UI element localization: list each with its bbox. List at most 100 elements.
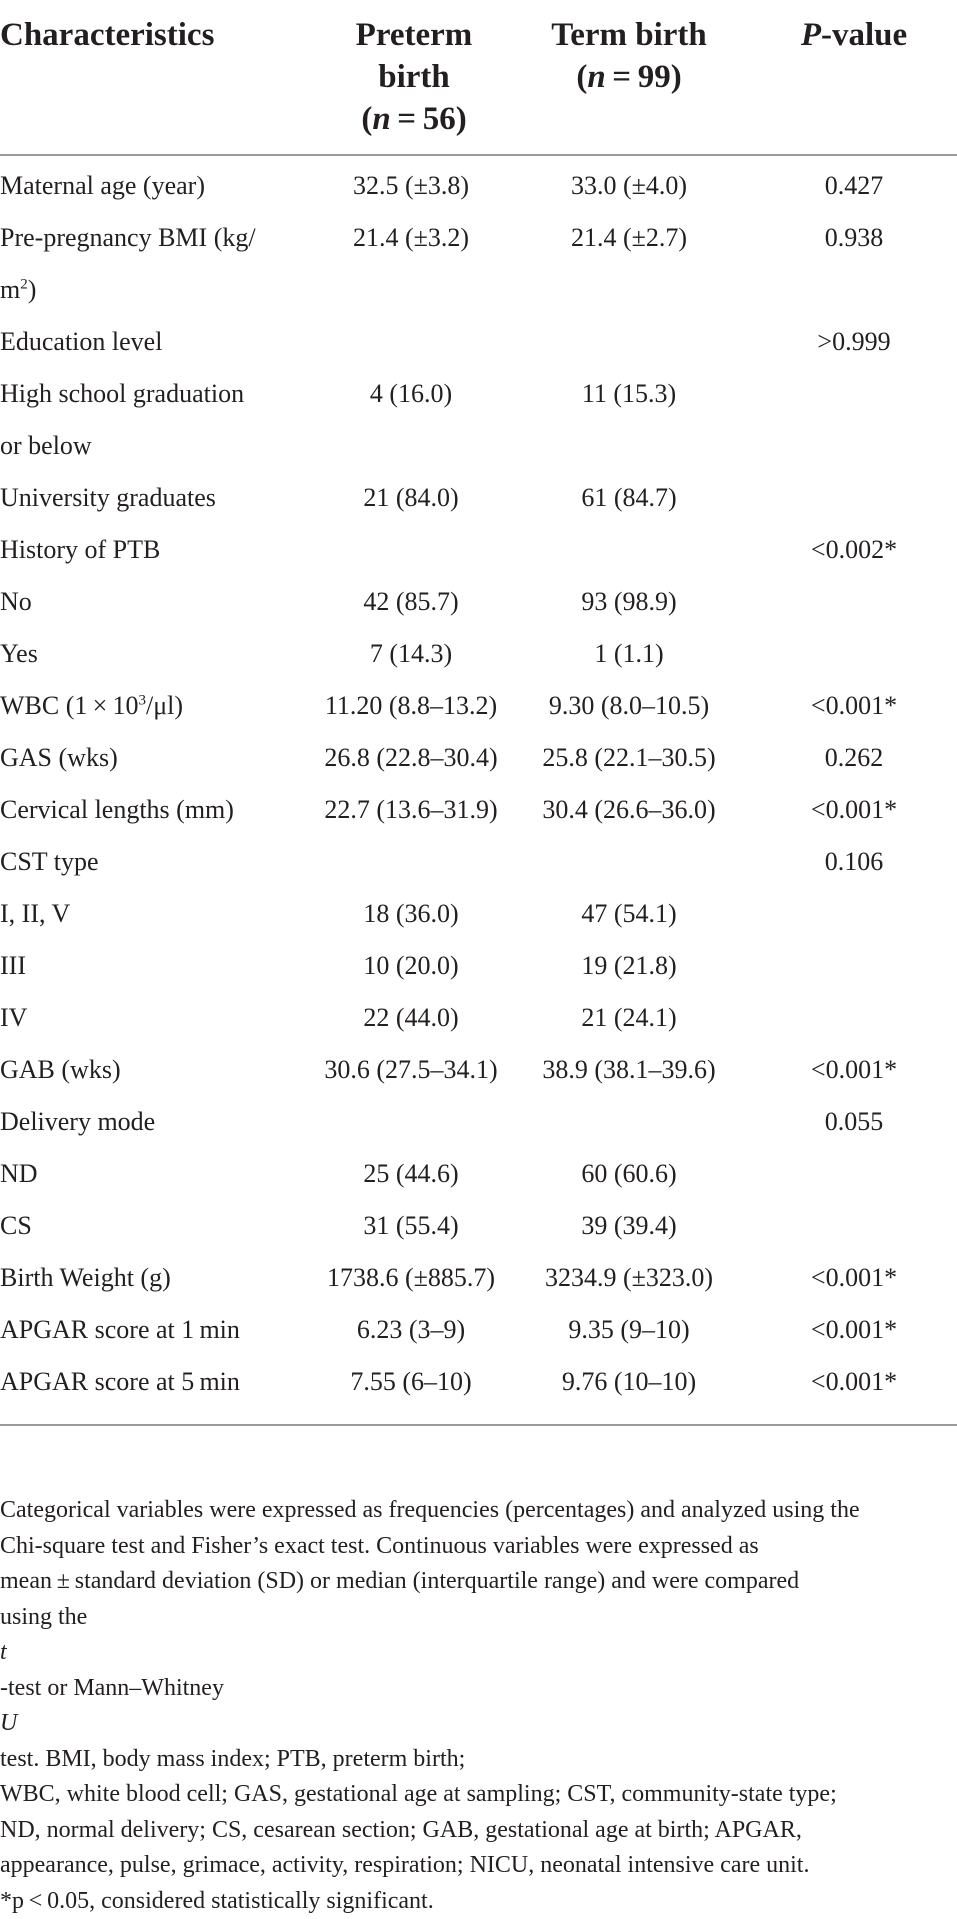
term-value: 3234.9 (±323.0) (507, 1252, 751, 1304)
header-p-value: P-value (751, 14, 957, 155)
preterm-value (315, 264, 507, 316)
row-label: or below (0, 420, 315, 472)
term-value (507, 524, 751, 576)
term-value (507, 316, 751, 368)
term-value: 21 (24.1) (507, 992, 751, 1044)
term-value: 60 (60.6) (507, 1148, 751, 1200)
p-value (751, 888, 957, 940)
row-label: Birth Weight (g) (0, 1252, 315, 1304)
term-value: 9.35 (9–10) (507, 1304, 751, 1356)
term-value (507, 420, 751, 472)
term-value: 21.4 (±2.7) (507, 212, 751, 264)
p-value (751, 1200, 957, 1252)
term-value: 33.0 (±4.0) (507, 155, 751, 212)
table-body: Maternal age (year) 32.5 (±3.8) 33.0 (±4… (0, 155, 957, 1425)
table-row: WBC (1 × 103/μl) 11.20 (8.8–13.2) 9.30 (… (0, 680, 957, 732)
footnote-line: appearance, pulse, grimace, activity, re… (0, 1848, 957, 1884)
header-preterm-line-3: (n = 56) (321, 98, 507, 140)
row-label: History of PTB (0, 524, 315, 576)
term-value: 30.4 (26.6–36.0) (507, 784, 751, 836)
footnote-line: Categorical variables were expressed as … (0, 1493, 957, 1529)
superscript: 3 (138, 692, 146, 708)
table-row: No 42 (85.7) 93 (98.9) (0, 576, 957, 628)
table-row: History of PTB <0.002* (0, 524, 957, 576)
header-row: Characteristics Preterm birth (n = 56) T… (0, 14, 957, 155)
table-row: CS 31 (55.4) 39 (39.4) (0, 1200, 957, 1252)
row-label-suffix: ) (28, 275, 37, 304)
superscript: 2 (20, 276, 28, 292)
p-value (751, 940, 957, 992)
row-label: APGAR score at 5 min (0, 1356, 315, 1425)
p-value: <0.001* (751, 680, 957, 732)
header-preterm-line-1: Preterm (321, 14, 507, 56)
header-preterm-birth: Preterm birth (n = 56) (315, 14, 507, 155)
table-row: III 10 (20.0) 19 (21.8) (0, 940, 957, 992)
row-label: I, II, V (0, 888, 315, 940)
preterm-value: 10 (20.0) (315, 940, 507, 992)
term-value: 19 (21.8) (507, 940, 751, 992)
table-row: Yes 7 (14.3) 1 (1.1) (0, 628, 957, 680)
preterm-value: 22.7 (13.6–31.9) (315, 784, 507, 836)
footnote-line: using the t-test or Mann–Whitney U test.… (0, 1600, 957, 1778)
row-label: University graduates (0, 472, 315, 524)
preterm-value (315, 524, 507, 576)
preterm-value: 26.8 (22.8–30.4) (315, 732, 507, 784)
table-row: Birth Weight (g) 1738.6 (±885.7) 3234.9 … (0, 1252, 957, 1304)
p-value (751, 576, 957, 628)
p-value: 0.106 (751, 836, 957, 888)
preterm-value: 18 (36.0) (315, 888, 507, 940)
preterm-value: 4 (16.0) (315, 368, 507, 420)
footnote-line: Chi-square test and Fisher’s exact test.… (0, 1529, 957, 1565)
term-value (507, 836, 751, 888)
table-row: High school graduation 4 (16.0) 11 (15.3… (0, 368, 957, 420)
footnote-line: *p < 0.05, considered statistically sign… (0, 1884, 957, 1919)
p-value: <0.002* (751, 524, 957, 576)
preterm-value: 11.20 (8.8–13.2) (315, 680, 507, 732)
table-row: GAB (wks) 30.6 (27.5–34.1) 38.9 (38.1–39… (0, 1044, 957, 1096)
p-value: <0.001* (751, 784, 957, 836)
row-label-text: WBC (1 × 10 (0, 691, 138, 720)
row-label: GAB (wks) (0, 1044, 315, 1096)
row-label: Maternal age (year) (0, 155, 315, 212)
table-row: Pre-pregnancy BMI (kg/ 21.4 (±3.2) 21.4 … (0, 212, 957, 264)
row-label: High school graduation (0, 368, 315, 420)
p-value: <0.001* (751, 1044, 957, 1096)
table-row: APGAR score at 1 min 6.23 (3–9) 9.35 (9–… (0, 1304, 957, 1356)
preterm-value: 7.55 (6–10) (315, 1356, 507, 1425)
p-value: 0.055 (751, 1096, 957, 1148)
row-label: IV (0, 992, 315, 1044)
p-value: 0.938 (751, 212, 957, 264)
preterm-value (315, 316, 507, 368)
row-label-text: m (0, 275, 20, 304)
preterm-value: 32.5 (±3.8) (315, 155, 507, 212)
table-row: or below (0, 420, 957, 472)
term-value: 25.8 (22.1–30.5) (507, 732, 751, 784)
p-value (751, 1148, 957, 1200)
p-value (751, 472, 957, 524)
p-value: >0.999 (751, 316, 957, 368)
term-value: 39 (39.4) (507, 1200, 751, 1252)
document-page: Characteristics Preterm birth (n = 56) T… (0, 0, 957, 1802)
preterm-value: 6.23 (3–9) (315, 1304, 507, 1356)
row-label: Delivery mode (0, 1096, 315, 1148)
term-value: 1 (1.1) (507, 628, 751, 680)
preterm-value: 31 (55.4) (315, 1200, 507, 1252)
p-value: 0.427 (751, 155, 957, 212)
table-row: I, II, V 18 (36.0) 47 (54.1) (0, 888, 957, 940)
preterm-value: 1738.6 (±885.7) (315, 1252, 507, 1304)
term-value (507, 264, 751, 316)
table-row: Delivery mode 0.055 (0, 1096, 957, 1148)
p-value (751, 420, 957, 472)
row-label: APGAR score at 1 min (0, 1304, 315, 1356)
p-value: <0.001* (751, 1252, 957, 1304)
term-value: 47 (54.1) (507, 888, 751, 940)
row-label: GAS (wks) (0, 732, 315, 784)
footnote-line: WBC, white blood cell; GAS, gestational … (0, 1777, 957, 1813)
term-value: 93 (98.9) (507, 576, 751, 628)
table-row: University graduates 21 (84.0) 61 (84.7) (0, 472, 957, 524)
table-row: Maternal age (year) 32.5 (±3.8) 33.0 (±4… (0, 155, 957, 212)
table-row: CST type 0.106 (0, 836, 957, 888)
p-value (751, 628, 957, 680)
row-label: Yes (0, 628, 315, 680)
footnote-line: ND, normal delivery; CS, cesarean sectio… (0, 1813, 957, 1849)
